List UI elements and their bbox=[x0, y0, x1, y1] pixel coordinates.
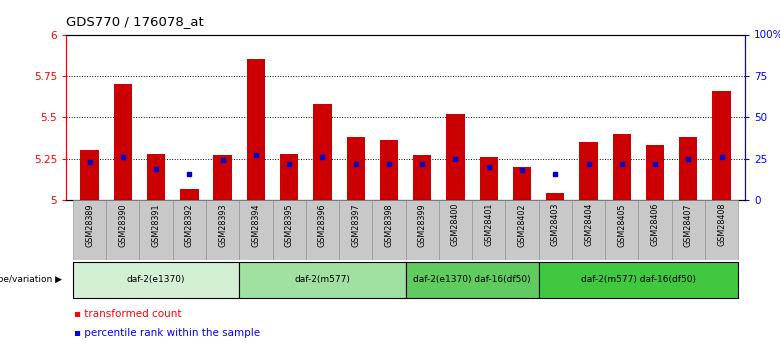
Bar bbox=[480, 157, 498, 200]
Bar bbox=[439, 200, 472, 260]
Bar bbox=[339, 200, 372, 260]
Bar bbox=[172, 200, 206, 260]
Bar bbox=[147, 154, 165, 200]
Text: GDS770 / 176078_at: GDS770 / 176078_at bbox=[66, 15, 204, 28]
Bar bbox=[639, 200, 672, 260]
Bar bbox=[180, 188, 199, 200]
Bar bbox=[346, 137, 365, 200]
Bar bbox=[679, 137, 697, 200]
Text: GSM28408: GSM28408 bbox=[717, 203, 726, 246]
Text: GSM28403: GSM28403 bbox=[551, 203, 560, 246]
Text: GSM28402: GSM28402 bbox=[517, 203, 526, 247]
Text: GSM28396: GSM28396 bbox=[318, 203, 327, 247]
Bar bbox=[239, 200, 272, 260]
Text: genotype/variation ▶: genotype/variation ▶ bbox=[0, 275, 62, 284]
Bar bbox=[705, 200, 738, 260]
Bar bbox=[140, 200, 172, 260]
Text: GSM28393: GSM28393 bbox=[218, 203, 227, 247]
Text: GSM28391: GSM28391 bbox=[151, 203, 161, 247]
Bar bbox=[472, 200, 505, 260]
Bar bbox=[672, 200, 705, 260]
Text: GSM28401: GSM28401 bbox=[484, 203, 493, 246]
Bar bbox=[206, 200, 239, 260]
Text: GSM28405: GSM28405 bbox=[617, 203, 626, 247]
Bar bbox=[73, 263, 239, 298]
Bar bbox=[106, 200, 140, 260]
Bar bbox=[406, 263, 539, 298]
Bar bbox=[646, 146, 665, 200]
Bar bbox=[272, 200, 306, 260]
Text: GSM28398: GSM28398 bbox=[385, 203, 393, 247]
Text: daf-2(m577): daf-2(m577) bbox=[295, 275, 350, 284]
Text: GSM28400: GSM28400 bbox=[451, 203, 460, 246]
Text: GSM28390: GSM28390 bbox=[119, 203, 127, 247]
Bar bbox=[513, 167, 531, 200]
Bar bbox=[446, 114, 465, 200]
Text: GSM28399: GSM28399 bbox=[418, 203, 427, 247]
Bar bbox=[114, 84, 132, 200]
Text: GSM28394: GSM28394 bbox=[251, 203, 261, 247]
Text: GSM28407: GSM28407 bbox=[684, 203, 693, 247]
Bar bbox=[712, 91, 731, 200]
Bar bbox=[505, 200, 539, 260]
Text: GSM28392: GSM28392 bbox=[185, 203, 194, 247]
Bar bbox=[612, 134, 631, 200]
Text: daf-2(e1370) daf-16(df50): daf-2(e1370) daf-16(df50) bbox=[413, 275, 531, 284]
Bar bbox=[546, 194, 565, 200]
Bar bbox=[306, 200, 339, 260]
Bar bbox=[413, 155, 431, 200]
Bar bbox=[539, 200, 572, 260]
Text: ▪ percentile rank within the sample: ▪ percentile rank within the sample bbox=[74, 328, 261, 338]
Bar bbox=[572, 200, 605, 260]
Text: GSM28389: GSM28389 bbox=[85, 203, 94, 247]
Bar bbox=[214, 155, 232, 200]
Bar bbox=[372, 200, 406, 260]
Bar bbox=[73, 200, 106, 260]
Bar bbox=[539, 263, 738, 298]
Text: GSM28404: GSM28404 bbox=[584, 203, 593, 246]
Text: GSM28406: GSM28406 bbox=[651, 203, 660, 246]
Bar bbox=[280, 154, 298, 200]
Text: daf-2(m577) daf-16(df50): daf-2(m577) daf-16(df50) bbox=[581, 275, 696, 284]
Text: daf-2(e1370): daf-2(e1370) bbox=[127, 275, 186, 284]
Bar bbox=[380, 140, 398, 200]
Bar bbox=[580, 142, 597, 200]
Bar bbox=[80, 150, 99, 200]
Text: ▪ transformed count: ▪ transformed count bbox=[74, 309, 182, 319]
Bar bbox=[314, 104, 332, 200]
Bar bbox=[406, 200, 439, 260]
Text: GSM28395: GSM28395 bbox=[285, 203, 294, 247]
Bar bbox=[239, 263, 406, 298]
Text: GSM28397: GSM28397 bbox=[351, 203, 360, 247]
Bar bbox=[605, 200, 639, 260]
Bar bbox=[246, 59, 265, 200]
